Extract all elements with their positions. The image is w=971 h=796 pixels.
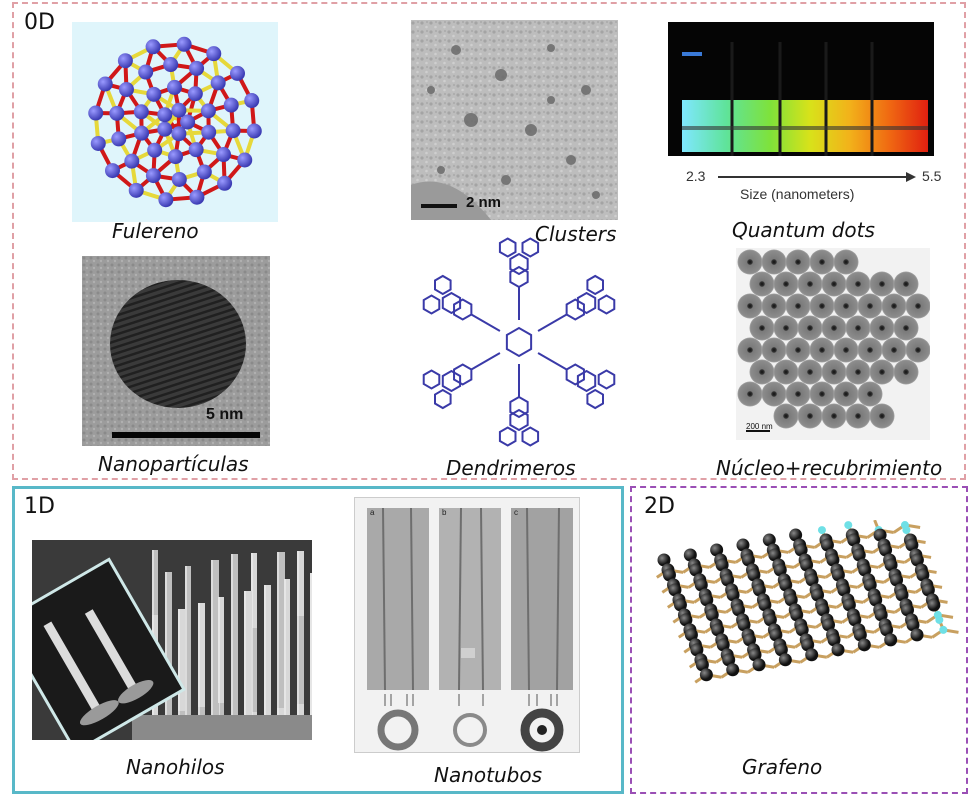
- caption-nucleo-recubrimiento: Núcleo+recubrimiento: [716, 456, 943, 480]
- nanotubes-tem-image: [354, 497, 580, 753]
- caption-quantum-dots: Quantum dots: [732, 218, 875, 242]
- panel-0d: [12, 2, 966, 480]
- core-shell-image: [736, 248, 930, 440]
- nanotube-label-a: a: [370, 508, 375, 517]
- panel-1d: [12, 486, 624, 794]
- qd-axis-label: Size (nanometers): [740, 186, 855, 202]
- panel-title-0d: 0D: [24, 10, 55, 35]
- caption-nanohilos: Nanohilos: [126, 755, 225, 779]
- qd-axis-start: 2.3: [686, 168, 706, 184]
- clusters-tem-image: [411, 20, 618, 220]
- clusters-scale-label: 2 nm: [466, 194, 502, 211]
- qd-axis-end: 5.5: [922, 168, 942, 184]
- panel-title-2d: 2D: [644, 494, 675, 519]
- caption-grafeno: Grafeno: [742, 755, 823, 779]
- nanowires-sem-image: [32, 540, 312, 740]
- panel-2d: [630, 486, 968, 794]
- nanotube-label-c: c: [514, 508, 518, 517]
- quantum-dots-photo: [668, 22, 934, 156]
- caption-nanoparticulas: Nanopartículas: [98, 452, 249, 476]
- nanoparticle-tem-image: [82, 256, 270, 446]
- nanotube-label-b: b: [442, 508, 447, 517]
- core-shell-scale-label: 200 nm: [746, 422, 773, 431]
- panel-title-1d: 1D: [24, 494, 55, 519]
- qd-axis-arrow: [718, 172, 916, 182]
- fullerene-image: [72, 22, 278, 222]
- dendrimer-structure: [410, 230, 628, 450]
- caption-clusters: Clusters: [535, 222, 617, 246]
- caption-nanotubos: Nanotubos: [434, 763, 542, 787]
- caption-fulereno: Fulereno: [112, 219, 199, 243]
- caption-dendrimeros: Dendrimeros: [446, 456, 576, 480]
- graphene-structure: [634, 520, 966, 740]
- nanoparticle-scale-label: 5 nm: [206, 406, 244, 423]
